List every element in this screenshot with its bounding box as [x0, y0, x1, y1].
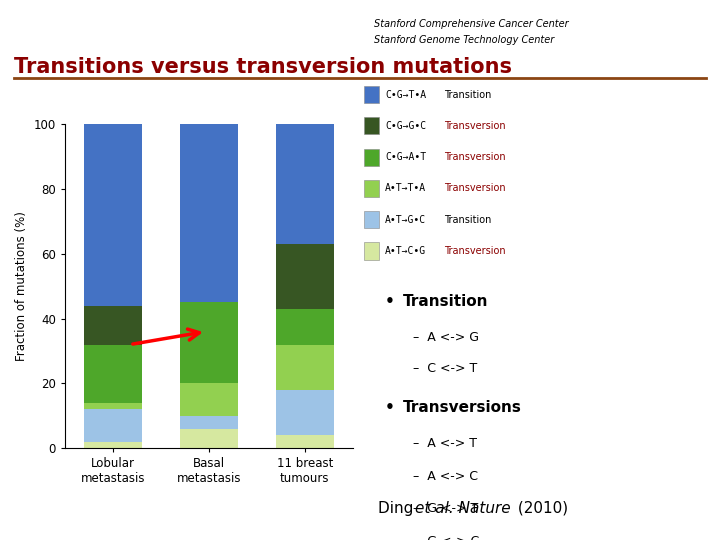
Text: A•T→G•C: A•T→G•C — [385, 215, 426, 225]
Bar — [84, 124, 142, 306]
Bar — [276, 345, 333, 390]
Text: C•G→A•T: C•G→A•T — [385, 152, 426, 162]
Text: Transitions versus transversion mutations: Transitions versus transversion mutation… — [14, 57, 513, 77]
FancyBboxPatch shape — [364, 180, 379, 197]
Text: Transition: Transition — [444, 90, 492, 99]
Bar — [84, 442, 142, 448]
Text: C•G→T•A: C•G→T•A — [385, 90, 426, 99]
Bar — [84, 403, 142, 409]
FancyBboxPatch shape — [364, 211, 379, 228]
Text: Transversion: Transversion — [444, 121, 506, 131]
Text: –  C <-> T: – C <-> T — [413, 362, 477, 375]
Bar — [180, 124, 238, 302]
Text: Transition: Transition — [403, 294, 489, 309]
Text: Stanford Genome Technology Center: Stanford Genome Technology Center — [374, 35, 554, 45]
Text: Transversion: Transversion — [444, 184, 506, 193]
Text: Transversion: Transversion — [444, 246, 506, 256]
Bar — [276, 244, 333, 309]
Text: (2010): (2010) — [513, 501, 569, 516]
Text: Transversions: Transversions — [403, 400, 522, 415]
Bar — [276, 124, 333, 244]
FancyBboxPatch shape — [364, 242, 379, 260]
Bar — [276, 309, 333, 345]
Bar — [276, 390, 333, 435]
Text: •: • — [385, 294, 395, 309]
Bar — [84, 345, 142, 403]
Text: C•G→G•C: C•G→G•C — [385, 121, 426, 131]
Text: Ding: Ding — [378, 501, 418, 516]
Text: –  A <-> C: – A <-> C — [413, 470, 477, 483]
Text: Stanford Comprehensive Cancer Center: Stanford Comprehensive Cancer Center — [374, 19, 569, 29]
Bar — [180, 302, 238, 383]
Text: A•T→T•A: A•T→T•A — [385, 184, 426, 193]
Text: –  A <-> T: – A <-> T — [413, 437, 477, 450]
Text: •: • — [385, 400, 395, 415]
Text: et al. Nature: et al. Nature — [415, 501, 511, 516]
FancyBboxPatch shape — [364, 148, 379, 166]
Bar — [180, 383, 238, 416]
FancyBboxPatch shape — [364, 117, 379, 134]
Text: –  A <-> G: – A <-> G — [413, 331, 479, 344]
Bar — [180, 429, 238, 448]
FancyBboxPatch shape — [364, 86, 379, 103]
Text: Transition: Transition — [444, 215, 492, 225]
Text: A•T→C•G: A•T→C•G — [385, 246, 426, 256]
Y-axis label: Fraction of mutations (%): Fraction of mutations (%) — [15, 211, 28, 361]
Text: –  G <-> C: – G <-> C — [413, 535, 479, 540]
Bar — [276, 435, 333, 448]
Bar — [84, 306, 142, 345]
Text: –  G <-> T: – G <-> T — [413, 502, 478, 515]
Text: Transversion: Transversion — [444, 152, 506, 162]
Bar — [84, 409, 142, 442]
Bar — [180, 416, 238, 429]
